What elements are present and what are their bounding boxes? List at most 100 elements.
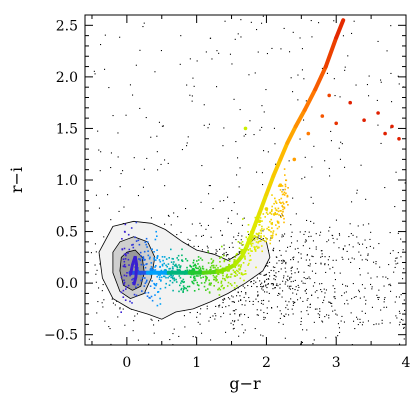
field-point (315, 248, 317, 250)
field-point (191, 95, 193, 97)
field-point (205, 51, 207, 53)
field-point (272, 288, 274, 290)
field-point (321, 291, 323, 293)
locus-point (165, 258, 168, 260)
field-point (302, 329, 304, 331)
field-point (313, 321, 315, 323)
field-point (262, 15, 264, 17)
locus-point (270, 235, 272, 237)
field-point (241, 235, 243, 237)
locus-point (197, 263, 199, 265)
locus-point (147, 250, 149, 252)
field-point (332, 259, 334, 261)
locus-point (228, 264, 230, 266)
field-point (223, 200, 225, 202)
field-point (272, 266, 274, 268)
locus-point (156, 255, 159, 257)
locus-point (383, 131, 387, 136)
field-point (150, 136, 152, 138)
locus-point (183, 281, 185, 283)
field-point (282, 290, 284, 292)
locus-point (159, 274, 161, 276)
locus-point (280, 216, 282, 218)
field-point (298, 286, 300, 288)
locus-point (255, 232, 258, 235)
field-point (320, 250, 322, 252)
locus-point (215, 278, 217, 280)
field-point (319, 308, 321, 310)
field-point (305, 259, 307, 261)
field-point (334, 298, 336, 300)
field-point (293, 301, 295, 303)
field-point (254, 328, 256, 330)
field-point (297, 284, 299, 286)
locus-point (203, 281, 206, 284)
field-point (300, 253, 302, 255)
field-point (102, 306, 104, 308)
locus-point (283, 217, 285, 220)
locus-point (120, 276, 123, 279)
field-point (318, 316, 320, 318)
field-point (237, 235, 239, 237)
field-point (284, 233, 286, 235)
field-point (245, 300, 247, 302)
field-point (310, 20, 312, 22)
field-point (360, 254, 362, 256)
locus-point (202, 276, 204, 278)
locus-point (125, 288, 127, 290)
locus-point (284, 188, 286, 191)
field-point (404, 309, 406, 311)
field-point (357, 242, 359, 244)
field-point (263, 285, 265, 287)
locus-point (281, 204, 284, 207)
locus-point (281, 185, 284, 187)
field-point (294, 272, 296, 274)
field-point (207, 127, 209, 129)
locus-point (270, 213, 273, 215)
field-point (280, 313, 282, 315)
field-point (284, 337, 286, 339)
field-point (262, 230, 264, 232)
locus-point (130, 227, 133, 229)
field-point (266, 265, 268, 267)
field-point (241, 324, 243, 326)
field-point (244, 314, 246, 316)
locus-point (198, 265, 201, 268)
field-point (112, 302, 114, 304)
field-point (283, 277, 285, 279)
locus-point (198, 288, 200, 291)
locus-point (238, 272, 241, 274)
locus-point (199, 267, 202, 269)
locus-point (239, 252, 242, 254)
field-point (324, 256, 326, 258)
field-point (238, 335, 240, 337)
field-point (321, 67, 323, 69)
field-point (277, 285, 279, 287)
field-point (158, 121, 160, 123)
locus-point (135, 240, 138, 242)
locus-point (184, 269, 187, 272)
field-point (343, 321, 345, 323)
field-point (292, 31, 294, 33)
locus-point (151, 280, 153, 282)
field-point (303, 271, 305, 273)
locus-point (205, 289, 207, 291)
field-point (118, 210, 120, 212)
field-point (361, 259, 363, 261)
locus-point (261, 220, 263, 222)
field-point (281, 262, 283, 264)
locus-point (127, 252, 129, 254)
locus-point (228, 270, 230, 272)
field-point (259, 129, 261, 131)
locus-point (202, 268, 205, 270)
locus-point (254, 248, 256, 251)
field-point (221, 234, 223, 236)
field-point (228, 305, 230, 307)
field-point (267, 265, 269, 267)
locus-point (279, 201, 281, 204)
field-point (394, 301, 396, 303)
field-point (223, 297, 225, 299)
field-point (150, 217, 152, 219)
field-point (134, 315, 136, 317)
field-point (253, 283, 255, 285)
